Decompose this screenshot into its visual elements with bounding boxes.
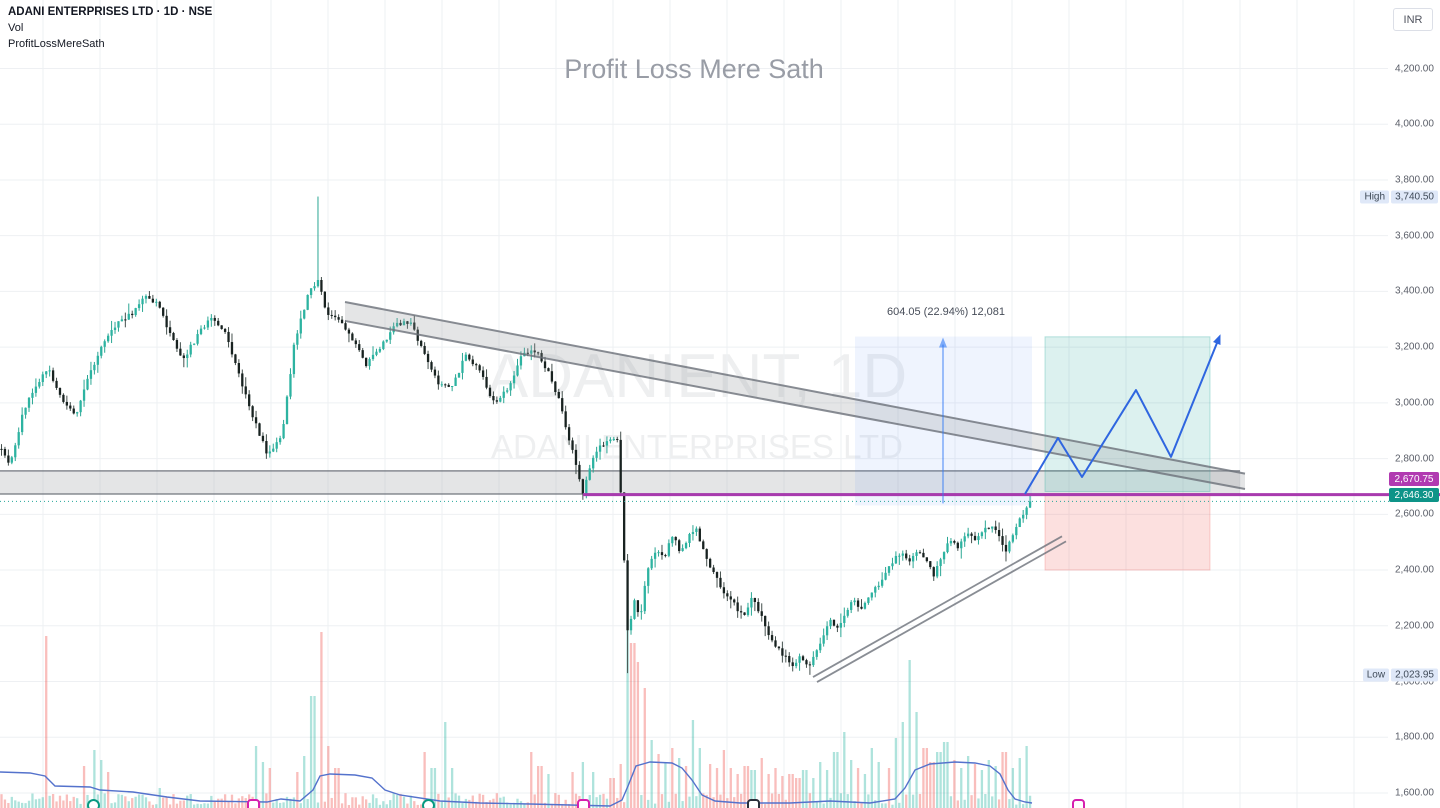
drawing-anchor-square-icon[interactable] [747, 799, 760, 808]
drawing-anchor-circle-icon[interactable] [87, 799, 100, 808]
axis-tick-label: 3,600.00 [1395, 230, 1434, 242]
last-price-badge: 2,646.30 [1389, 488, 1439, 502]
low-badge-value: 2,023.95 [1391, 668, 1438, 682]
axis-tick-label: 4,200.00 [1395, 63, 1434, 74]
drawing-anchor-square-icon[interactable] [577, 799, 590, 808]
indicator-strategy-label[interactable]: ProfitLossMereSath [8, 38, 105, 50]
axis-tick-label: 2,200.00 [1395, 620, 1434, 632]
axis-tick-label: 1,800.00 [1395, 731, 1434, 743]
high-badge-label: High [1360, 190, 1390, 204]
symbol-title[interactable]: ADANI ENTERPRISES LTD · 1D · NSE [8, 6, 213, 18]
drawing-anchor-circle-icon[interactable] [422, 799, 435, 808]
drawing-price-badge: 2,670.75 [1389, 472, 1439, 486]
chart-legend: ADANI ENTERPRISES LTD · 1D · NSE Vol Pro… [8, 5, 212, 52]
low-badge-label: Low [1362, 668, 1390, 682]
measure-tool-label: 604.05 (22.94%) 12,081 [886, 306, 1006, 318]
watermark-company: ADANI ENTERPRISES LTD [491, 428, 903, 465]
axis-tick-label: 2,800.00 [1395, 453, 1434, 465]
axis-tick-label: 3,000.00 [1395, 397, 1434, 409]
axis-tick-label: 2,400.00 [1395, 564, 1434, 576]
axis-tick-label: 2,000.00 [1395, 676, 1434, 687]
drawing-anchor-square-icon[interactable] [1072, 799, 1085, 808]
high-price-badge: High 3,740.50 [1360, 190, 1438, 204]
axis-tick-label: 3,800.00 [1395, 174, 1434, 186]
axis-tick-label: 4,000.00 [1395, 118, 1434, 130]
low-price-badge: Low 2,023.95 [1362, 668, 1438, 682]
axis-tick-label: 3,400.00 [1395, 285, 1434, 297]
drawing-anchor-square-icon[interactable] [247, 799, 260, 808]
axis-tick-label: 1,600.00 [1395, 787, 1434, 799]
high-badge-value: 3,740.50 [1391, 190, 1438, 204]
currency-button[interactable]: INR [1393, 8, 1433, 31]
indicator-vol-label[interactable]: Vol [8, 22, 24, 34]
axis-tick-label: 2,600.00 [1395, 508, 1434, 520]
axis-tick-label: 3,200.00 [1395, 341, 1434, 353]
chart-text-drawing[interactable]: Profit Loss Mere Sath [564, 54, 824, 84]
price-axis[interactable]: High 3,740.50 Low 2,023.95 2,670.75 2,64… [1360, 0, 1440, 808]
